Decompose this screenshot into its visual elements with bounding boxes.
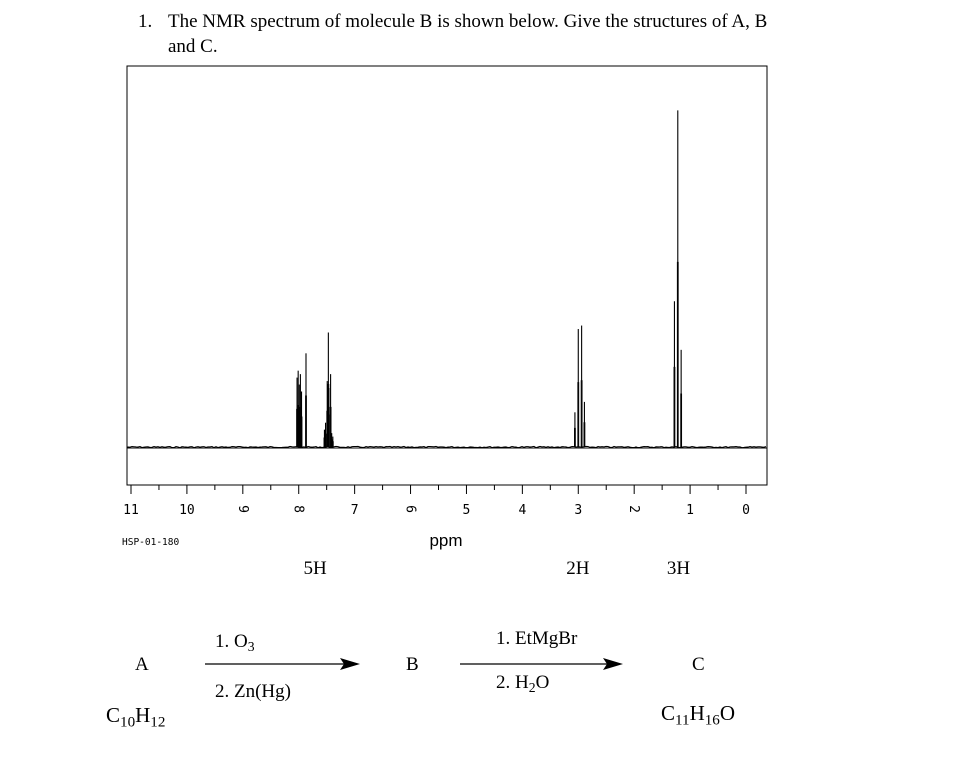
integration-label-quartet: 2H	[566, 558, 590, 579]
spectrum-code: HSP-01-180	[122, 537, 180, 548]
integration-label-triplet: 3H	[666, 558, 691, 579]
tick-label-5: 5	[463, 503, 471, 518]
compound-a-label: A	[135, 654, 149, 675]
question-number: 1.	[138, 11, 153, 32]
tick-label-1: 1	[686, 503, 694, 518]
step1-reagent-2: 2. Zn(Hg)	[215, 681, 291, 702]
step2-reagent-2: 2. H2O	[496, 672, 550, 696]
axis-tick-labels: 11 10 9 8 7 6 5 4 3 2 1 0	[123, 503, 750, 518]
tick-label-9: 9	[235, 505, 250, 513]
x-axis-label: ppm	[429, 531, 462, 550]
tick-label-7: 7	[351, 503, 359, 518]
step1-reagent-1: 1. O3	[215, 631, 255, 655]
nmr-spectrum-chart: 11 10 9 8 7 6 5 4 3 2 1 0 ppm	[123, 65, 768, 550]
question-line-2: and C.	[168, 36, 218, 57]
compound-c-label: C	[692, 654, 705, 675]
tick-label-3: 3	[574, 503, 582, 518]
formula-c: C11H16O	[661, 701, 736, 729]
tick-label-2: 2	[626, 505, 641, 513]
tick-label-11: 11	[123, 503, 139, 518]
arrow-1-head	[340, 658, 360, 670]
arrow-2-head	[603, 658, 623, 670]
tick-label-0: 0	[742, 503, 750, 518]
spectrum-peaks	[296, 110, 683, 447]
axis-ticks	[130, 485, 747, 494]
question-line-1: The NMR spectrum of molecule B is shown …	[168, 11, 768, 32]
integration-label-aromatic: 5H	[303, 558, 327, 579]
tick-label-10: 10	[179, 503, 195, 518]
tick-label-8: 8	[291, 505, 306, 513]
plot-frame	[126, 65, 768, 486]
step2-reagent-1: 1. EtMgBr	[496, 628, 578, 649]
tick-label-4: 4	[518, 503, 526, 518]
compound-b-label: B	[406, 654, 419, 675]
formula-a: C10H12	[106, 703, 166, 731]
tick-label-6: 6	[403, 505, 418, 513]
spectrum-baseline	[126, 445, 767, 449]
